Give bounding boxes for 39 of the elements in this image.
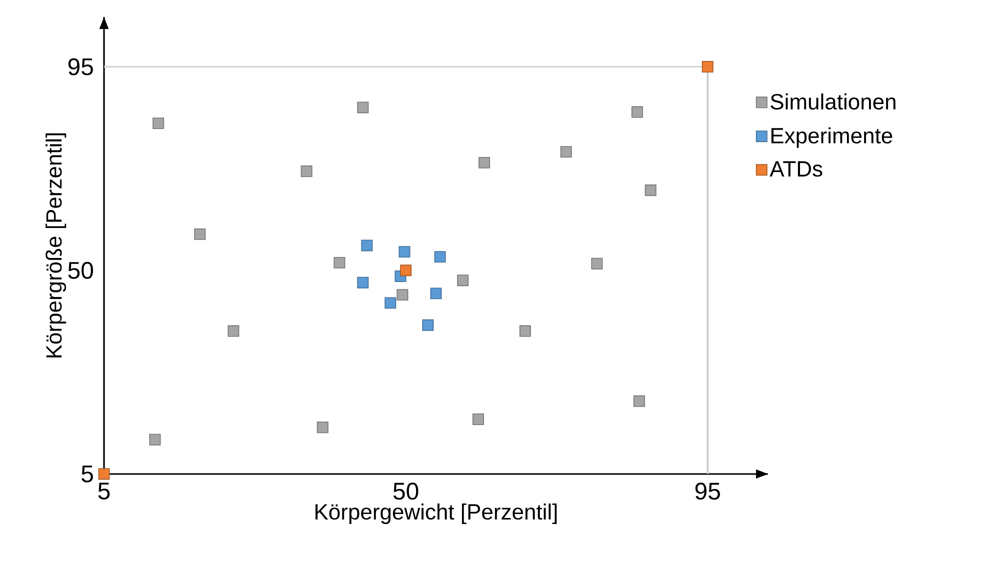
point (422, 319, 434, 331)
point (98, 468, 110, 480)
point (361, 240, 373, 252)
point (434, 251, 446, 263)
point (334, 256, 346, 268)
legend-label: Simulationen (770, 93, 896, 110)
y-axis-title: Körpergröße [Perzentil] (46, 133, 66, 358)
y-tick-label: 95 (68, 58, 93, 76)
x-tick-label: 5 (98, 482, 110, 500)
point (519, 325, 531, 337)
point (316, 422, 328, 434)
point (149, 434, 161, 446)
point (398, 246, 410, 258)
point (194, 228, 206, 240)
point (472, 414, 484, 425)
point (430, 288, 442, 300)
point (384, 297, 396, 309)
y-tick-label: 5 (82, 466, 93, 482)
legend-label: ATDs (770, 161, 822, 177)
point (396, 289, 408, 301)
point (631, 106, 643, 118)
point (400, 264, 412, 276)
point (457, 274, 469, 286)
point (560, 146, 572, 158)
point (591, 258, 603, 270)
point (300, 166, 312, 178)
point (644, 184, 656, 196)
x-axis-title: Körpergewicht [Perzentil] (316, 504, 557, 524)
y-tick-label: 50 (68, 262, 94, 279)
point (478, 156, 490, 168)
point (152, 118, 164, 130)
point (357, 276, 369, 288)
legend-label: Experimente (771, 127, 892, 148)
x-tick-label: 95 (695, 482, 720, 500)
x-tick-label: 50 (393, 482, 418, 500)
point (357, 102, 369, 114)
point (702, 61, 714, 72)
point (633, 395, 645, 407)
point (228, 325, 240, 337)
